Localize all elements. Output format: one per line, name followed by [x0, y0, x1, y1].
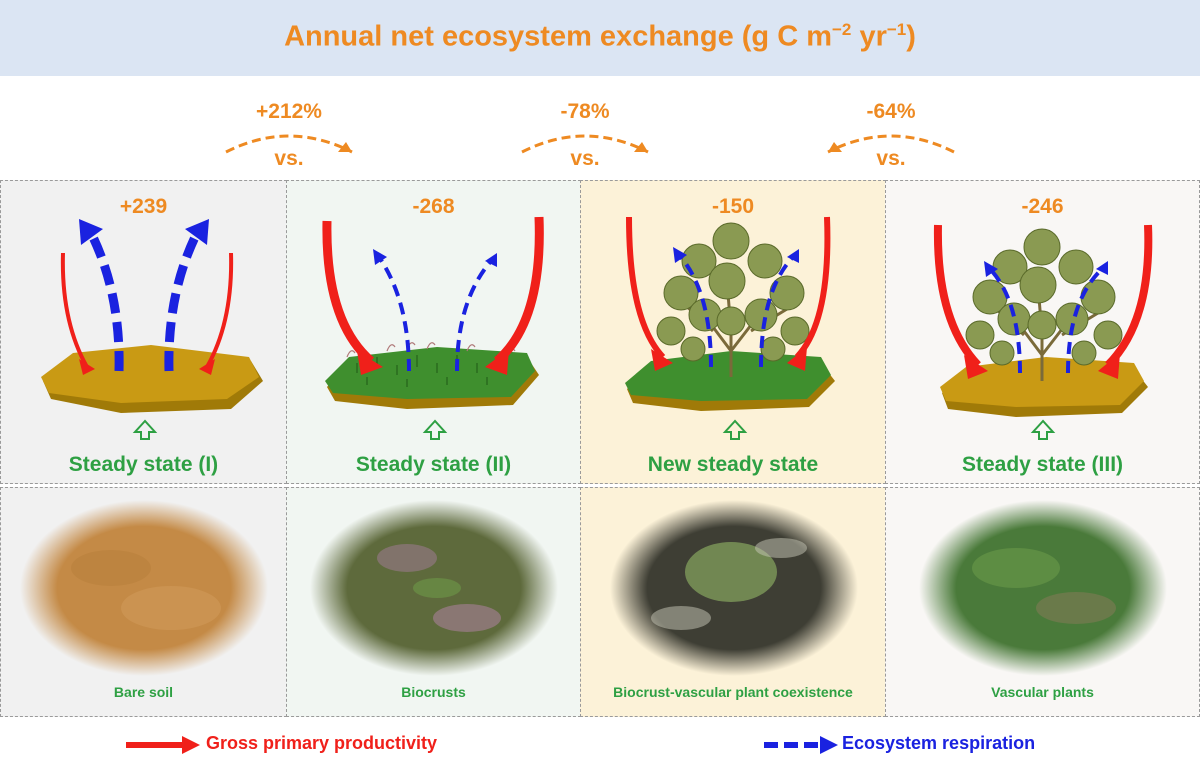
- vascular-scene: [933, 224, 1153, 440]
- state-label: Steady state (II): [355, 453, 512, 476]
- photo-label: Bare soil: [113, 684, 174, 700]
- title-bar: Annual net ecosystem exchange (g C m−2 y…: [0, 0, 1200, 76]
- photo-label: Vascular plants: [991, 684, 1094, 700]
- comparison-1: +212% vs.: [214, 100, 364, 180]
- state-label: New steady state: [647, 453, 819, 476]
- photo-panel-bare-soil: Bare soil: [0, 487, 287, 717]
- flux-value: -268: [412, 195, 455, 218]
- state-label: Steady state (I): [68, 453, 219, 476]
- biocrust-scene: [322, 216, 544, 440]
- shrub-icon: [656, 222, 810, 377]
- panel-vascular-plants: -246 Steady state (III): [885, 180, 1200, 484]
- dashed-arrow-right-icon: [225, 134, 353, 154]
- comparison-vs: vs.: [876, 147, 906, 170]
- flux-value: +239: [119, 195, 168, 218]
- up-arrow-icon: [722, 419, 748, 440]
- coexistence-photo: [610, 500, 858, 676]
- legend-gpp-label: Gross primary productivity: [206, 733, 438, 753]
- bare-soil-scene: [41, 219, 263, 440]
- flux-value: -150: [711, 195, 755, 218]
- comparison-3: -64% vs.: [816, 100, 966, 180]
- biocrusts-photo: [310, 500, 558, 676]
- photo-label: Biocrust-vascular plant coexistence: [613, 684, 853, 700]
- comparison-2: -78% vs.: [510, 100, 660, 180]
- comparison-percent: +212%: [256, 100, 322, 123]
- state-label: Steady state (III): [961, 453, 1124, 476]
- legend-reco-label: Ecosystem respiration: [842, 733, 1036, 753]
- up-arrow-icon: [1030, 419, 1056, 440]
- blue-dashed-arrow-icon: [764, 736, 838, 754]
- photo-panel-coexistence: Biocrust-vascular plant coexistence: [580, 487, 886, 717]
- dashed-arrow-left-icon: [827, 134, 955, 154]
- photo-label: Biocrusts: [401, 684, 466, 700]
- comparison-vs: vs.: [570, 147, 600, 170]
- comparison-percent: -64%: [866, 100, 916, 123]
- up-arrow-icon: [132, 419, 158, 440]
- panel-coexistence: -150 New steady state: [580, 180, 886, 484]
- panel-biocrusts: -268 Steady state (II): [286, 180, 581, 484]
- legend-gpp: Gross primary productivity: [124, 733, 524, 757]
- comparison-vs: vs.: [274, 147, 304, 170]
- up-arrow-icon: [422, 419, 448, 440]
- panel-bare-soil: +239 Steady state (I): [0, 180, 287, 484]
- dashed-arrow-right-icon: [521, 134, 649, 154]
- photo-panel-biocrusts: Biocrusts: [286, 487, 581, 717]
- figure-title: Annual net ecosystem exchange (g C m−2 y…: [284, 20, 916, 53]
- flux-value: -246: [1021, 195, 1064, 218]
- vascular-plants-photo: [919, 500, 1167, 676]
- comparison-percent: -78%: [560, 100, 610, 123]
- coexistence-scene: [625, 216, 835, 440]
- shrub-icon: [965, 228, 1123, 381]
- legend-reco: Ecosystem respiration: [762, 733, 1162, 757]
- photo-panel-vascular-plants: Vascular plants: [885, 487, 1200, 717]
- red-arrow-icon: [126, 736, 200, 754]
- bare-soil-photo: [20, 500, 268, 676]
